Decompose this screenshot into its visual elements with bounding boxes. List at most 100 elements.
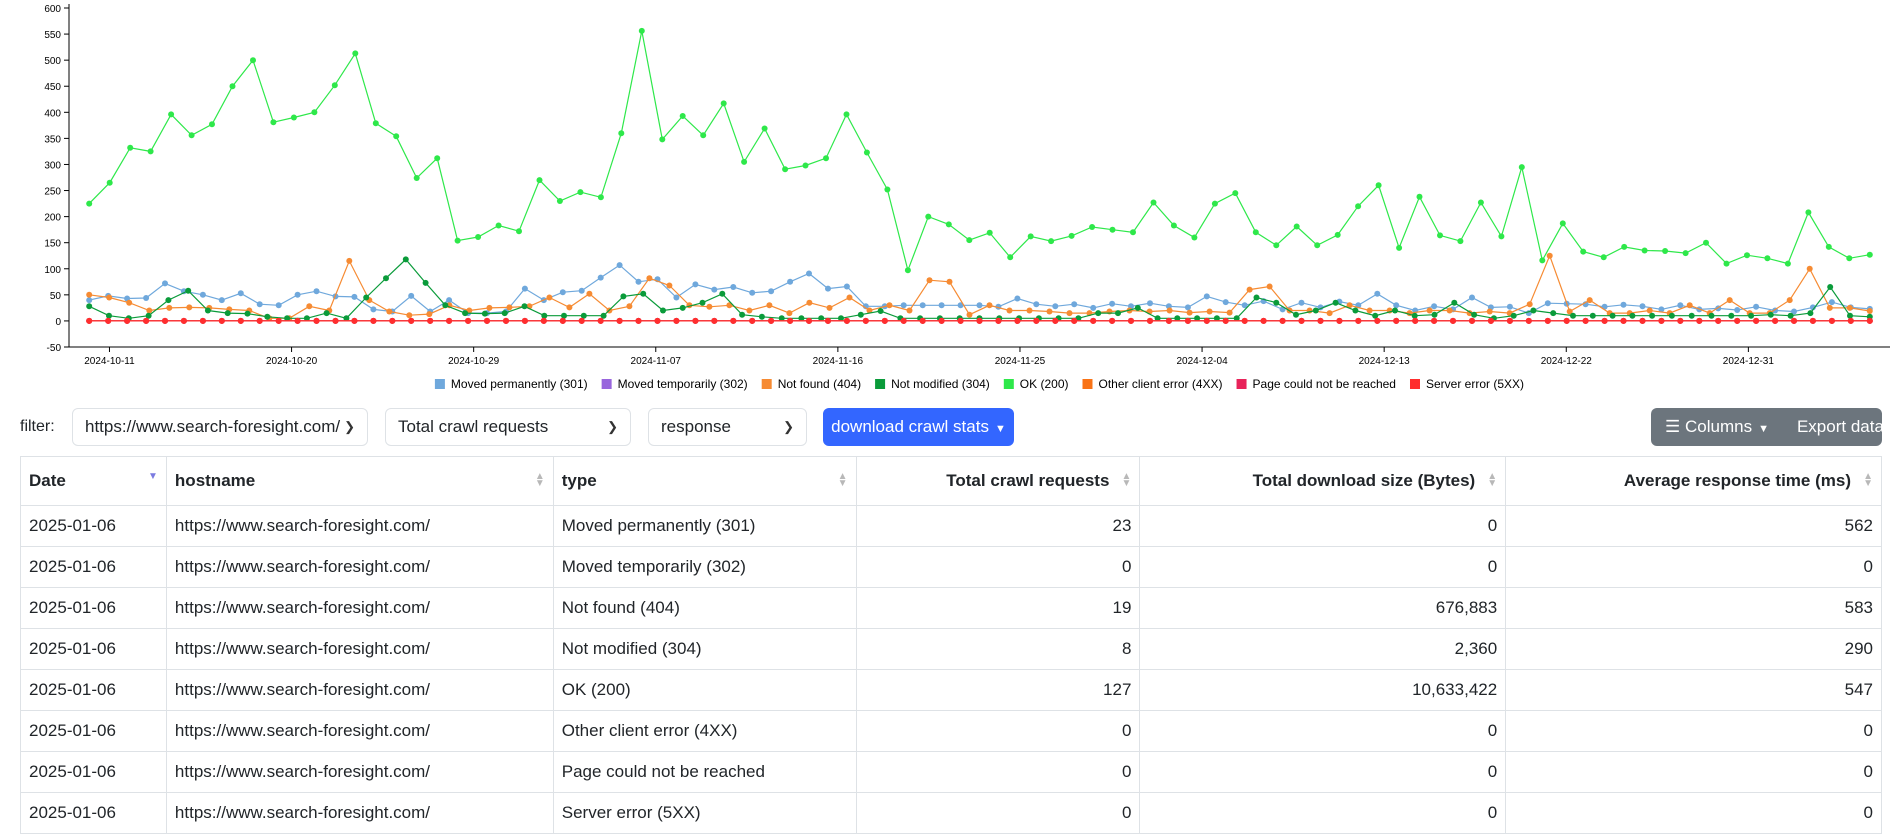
- data-point: [256, 301, 263, 308]
- columns-button[interactable]: ☰ Columns ▼: [1651, 408, 1783, 446]
- data-point: [739, 311, 746, 318]
- data-point: [559, 289, 566, 296]
- data-point: [106, 312, 112, 319]
- data-point: [561, 312, 567, 319]
- data-point: [1526, 301, 1533, 308]
- data-point: [616, 262, 623, 269]
- data-point: [1203, 293, 1210, 300]
- data-point: [1846, 304, 1853, 311]
- data-point: [284, 315, 291, 322]
- y-tick-label: 600: [44, 4, 61, 15]
- data-point: [1431, 311, 1438, 318]
- data-point: [1374, 290, 1381, 297]
- data-point: [188, 132, 195, 139]
- cell-total-download-size: 0: [1139, 505, 1507, 547]
- data-point: [86, 303, 93, 310]
- cell-type: OK (200): [552, 669, 857, 711]
- data-point: [1355, 317, 1362, 324]
- data-point: [1260, 317, 1267, 324]
- data-point: [540, 317, 547, 324]
- data-point: [782, 166, 789, 173]
- data-point: [1194, 315, 1201, 322]
- column-header-total-crawl-requests[interactable]: Total crawl requests ▲ ▼: [855, 456, 1141, 506]
- data-point: [1332, 299, 1339, 306]
- data-point: [1355, 203, 1362, 210]
- data-point: [1233, 315, 1240, 322]
- hostname-select[interactable]: https://www.search-foresight.com/ ❯: [72, 408, 368, 446]
- legend-swatch: [875, 379, 886, 389]
- data-point: [1658, 317, 1665, 324]
- chevron-down-icon: ❯: [783, 419, 794, 434]
- data-point: [143, 317, 150, 324]
- data-point: [1314, 242, 1321, 249]
- data-point: [825, 285, 831, 292]
- data-point: [1734, 307, 1741, 313]
- data-point: [1393, 317, 1400, 324]
- data-point: [1446, 307, 1453, 314]
- data-point: [1866, 251, 1873, 258]
- data-point: [566, 304, 573, 311]
- column-header-total-download-size[interactable]: Total download size (Bytes) ▲ ▼: [1139, 456, 1507, 506]
- data-point: [465, 317, 472, 324]
- download-crawl-stats-button[interactable]: download crawl stats ▼: [823, 408, 1014, 446]
- column-header-type[interactable]: type ▲ ▼: [552, 456, 857, 506]
- data-point: [1052, 317, 1059, 324]
- data-point: [1253, 294, 1260, 301]
- legend-swatch: [1236, 379, 1247, 389]
- data-point: [106, 294, 113, 301]
- data-point: [1211, 200, 1218, 207]
- column-header-average-response-time[interactable]: Average response time (ms) ▲ ▼: [1505, 456, 1882, 506]
- data-point: [481, 310, 488, 317]
- data-point: [620, 293, 627, 300]
- legend-swatch: [601, 379, 612, 389]
- data-point: [402, 256, 409, 263]
- y-tick-label: 100: [44, 265, 61, 276]
- chevron-down-icon: ❯: [607, 419, 618, 434]
- sort-icon: ▲ ▼: [837, 471, 848, 489]
- cell-hostname: https://www.search-foresight.com/: [165, 628, 554, 670]
- data-point: [1715, 317, 1722, 324]
- data-point: [521, 303, 528, 310]
- legend-swatch: [1003, 379, 1014, 389]
- data-point: [1563, 317, 1570, 324]
- caret-down-icon: ▼: [1758, 423, 1769, 435]
- data-point: [1336, 317, 1343, 324]
- legend-label: Moved temporarily (302): [618, 377, 748, 391]
- group-select[interactable]: response ❯: [648, 408, 807, 446]
- data-point: [323, 310, 330, 317]
- data-point: [692, 317, 699, 324]
- cell-type: Moved temporarily (302): [552, 546, 857, 588]
- cell-total-download-size: 676,883: [1139, 587, 1507, 629]
- y-tick-label: 200: [44, 213, 61, 224]
- data-point: [218, 317, 225, 324]
- data-point: [1566, 308, 1573, 315]
- data-point: [577, 189, 584, 196]
- data-point: [1469, 294, 1475, 301]
- data-point: [351, 293, 358, 300]
- data-point: [1014, 295, 1021, 302]
- data-point: [673, 294, 680, 301]
- data-point: [926, 277, 933, 284]
- metric-select[interactable]: Total crawl requests ❯: [385, 408, 631, 446]
- data-point: [516, 228, 522, 235]
- cell-type: Other client error (4XX): [552, 710, 857, 752]
- column-header-date[interactable]: Date ▼: [20, 456, 167, 506]
- column-header-hostname[interactable]: hostname ▲ ▼: [165, 456, 554, 506]
- table-row: 2025-01-06 https://www.search-foresight.c…: [20, 546, 1882, 588]
- data-point: [957, 302, 964, 309]
- data-point: [1252, 229, 1259, 236]
- data-point: [749, 289, 756, 296]
- cell-hostname: https://www.search-foresight.com/: [165, 751, 554, 793]
- data-point: [1744, 252, 1750, 259]
- x-tick-label: 2024-12-04: [1176, 356, 1228, 367]
- data-point: [204, 307, 211, 314]
- data-point: [1431, 317, 1438, 324]
- list-icon: ☰: [1665, 417, 1681, 436]
- data-point: [1166, 307, 1173, 314]
- export-data-button[interactable]: Export data: [1783, 408, 1898, 446]
- data-point: [1071, 317, 1078, 324]
- data-point: [224, 310, 231, 317]
- data-point: [957, 317, 964, 324]
- y-tick-label: 0: [55, 317, 61, 328]
- data-point: [1498, 233, 1505, 240]
